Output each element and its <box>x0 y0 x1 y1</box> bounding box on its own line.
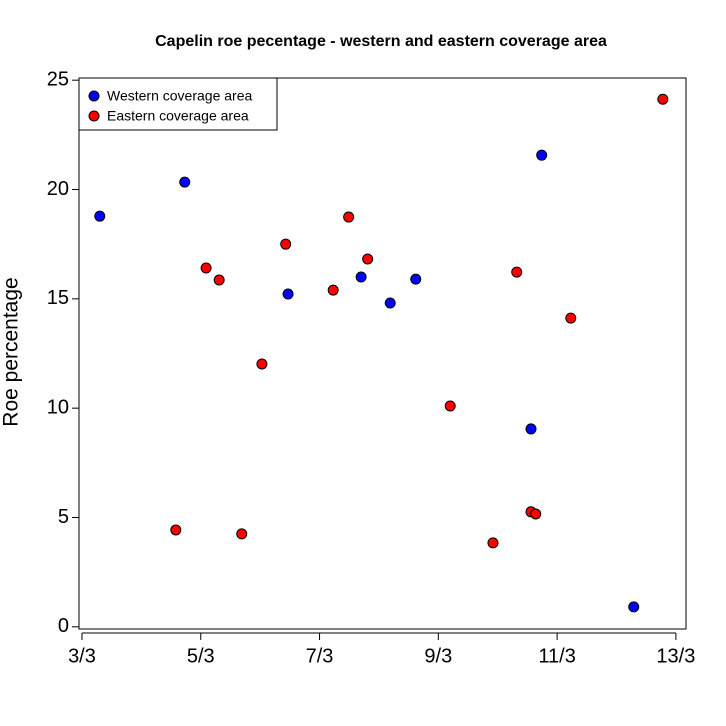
x-tick-label: 13/3 <box>656 645 695 667</box>
scatter-point <box>170 524 182 536</box>
legend-label: Western coverage area <box>107 88 252 104</box>
y-tick-label: 0 <box>58 615 69 637</box>
scatter-point <box>487 537 499 549</box>
y-tick-label: 10 <box>47 396 69 418</box>
scatter-point <box>384 297 396 309</box>
y-tick-label: 20 <box>47 178 69 200</box>
scatter-point <box>256 358 268 370</box>
x-tick-label: 11/3 <box>538 645 575 667</box>
scatter-point <box>628 601 640 613</box>
scatter-point <box>657 93 669 105</box>
chart-title: Capelin roe pecentage - western and east… <box>155 33 607 50</box>
scatter-point <box>362 253 374 265</box>
scatter-point <box>280 238 292 250</box>
scatter-point <box>525 423 537 435</box>
legend-marker <box>88 90 100 102</box>
scatter-point <box>536 149 548 161</box>
scatter-point <box>410 273 422 285</box>
legend-box <box>78 77 278 131</box>
scatter-point <box>511 266 523 278</box>
plot-frame <box>78 77 687 630</box>
x-tick-label: 7/3 <box>306 645 334 667</box>
legend-label: Eastern coverage area <box>107 108 249 124</box>
scatter-point <box>213 274 225 286</box>
scatter-point <box>565 312 577 324</box>
scatter-point <box>282 288 294 300</box>
scatter-point <box>179 176 191 188</box>
scatter-point <box>343 211 355 223</box>
scatter-point <box>327 284 339 296</box>
scatter-point <box>444 400 456 412</box>
scatter-point <box>200 262 212 274</box>
y-tick-label: 25 <box>47 68 69 90</box>
scatter-point <box>94 210 106 222</box>
y-tick-label: 15 <box>47 287 69 309</box>
y-axis-label: Roe percentage <box>0 277 23 426</box>
legend-marker <box>88 110 100 122</box>
scatter-point <box>530 508 542 520</box>
y-tick-label: 5 <box>58 506 69 528</box>
x-tick-label: 9/3 <box>424 645 452 667</box>
scatter-point <box>355 271 367 283</box>
x-tick-label: 5/3 <box>187 645 215 667</box>
scatter-point <box>236 528 248 540</box>
x-tick-label: 3/3 <box>68 645 96 667</box>
